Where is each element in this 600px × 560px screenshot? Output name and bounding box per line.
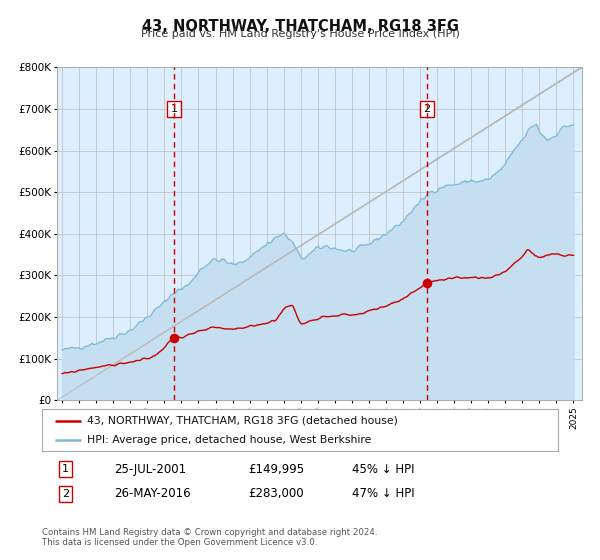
Text: 43, NORTHWAY, THATCHAM, RG18 3FG (detached house): 43, NORTHWAY, THATCHAM, RG18 3FG (detach… [88, 416, 398, 426]
Text: 43, NORTHWAY, THATCHAM, RG18 3FG: 43, NORTHWAY, THATCHAM, RG18 3FG [142, 19, 458, 34]
Text: 25-JUL-2001: 25-JUL-2001 [114, 463, 187, 475]
Text: Price paid vs. HM Land Registry's House Price Index (HPI): Price paid vs. HM Land Registry's House … [140, 29, 460, 39]
Text: This data is licensed under the Open Government Licence v3.0.: This data is licensed under the Open Gov… [42, 538, 317, 547]
Point [422, 278, 431, 287]
Text: 47% ↓ HPI: 47% ↓ HPI [352, 487, 414, 501]
Text: 1: 1 [62, 464, 69, 474]
Text: £149,995: £149,995 [248, 463, 305, 475]
Text: 2: 2 [424, 104, 430, 114]
Text: 45% ↓ HPI: 45% ↓ HPI [352, 463, 414, 475]
Text: £283,000: £283,000 [248, 487, 304, 501]
Text: 2: 2 [62, 489, 69, 499]
Point [169, 333, 179, 342]
Text: HPI: Average price, detached house, West Berkshire: HPI: Average price, detached house, West… [88, 435, 372, 445]
Text: 26-MAY-2016: 26-MAY-2016 [114, 487, 191, 501]
Text: Contains HM Land Registry data © Crown copyright and database right 2024.: Contains HM Land Registry data © Crown c… [42, 528, 377, 536]
Text: 1: 1 [170, 104, 178, 114]
